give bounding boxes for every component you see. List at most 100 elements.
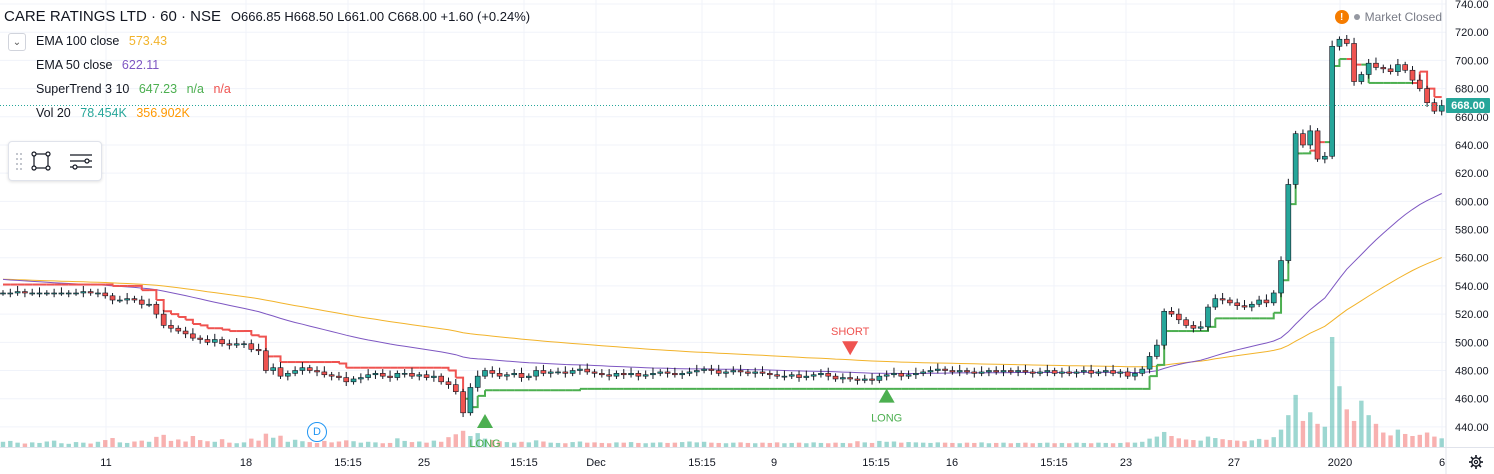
indicator-value: 573.43 xyxy=(128,34,168,48)
volume-bar xyxy=(329,442,334,447)
volume-bar xyxy=(1154,436,1160,447)
time-tick-label: 23 xyxy=(1120,457,1132,469)
indicator-ema50[interactable]: EMA 50 close 622.11 xyxy=(36,58,159,72)
status-dot-icon xyxy=(1353,14,1360,20)
volume-bar xyxy=(1147,438,1152,447)
candle-body xyxy=(1241,305,1248,308)
candle-body xyxy=(80,291,87,294)
volume-bar xyxy=(1424,432,1430,447)
volume-bar xyxy=(387,442,393,447)
indicator-supertrend[interactable]: SuperTrend 3 10 647.23 n/a n/a xyxy=(36,82,231,96)
volume-bar xyxy=(1278,429,1284,447)
volume-bar xyxy=(1439,438,1444,447)
supertrend-segment xyxy=(1142,376,1151,390)
price-tick-label: 620.00 xyxy=(1455,168,1489,180)
legend-collapse-button[interactable]: ⌄ xyxy=(8,33,26,51)
supertrend-segment xyxy=(156,299,165,312)
candle-body xyxy=(175,327,182,332)
volume-bar xyxy=(512,442,517,447)
volume-bar xyxy=(95,441,101,447)
volume-bar xyxy=(541,441,546,447)
volume-bar xyxy=(146,441,152,447)
candle-body xyxy=(1438,105,1445,112)
volume-bar xyxy=(402,440,407,447)
time-tick-label: 15:15 xyxy=(1040,457,1068,469)
volume-bar xyxy=(1315,423,1320,447)
volume-bar xyxy=(606,443,612,447)
candle-body xyxy=(58,292,65,295)
candle-body xyxy=(117,299,123,302)
candle-body xyxy=(153,303,160,315)
volume-bar xyxy=(928,442,933,447)
candle-body xyxy=(993,370,1000,373)
candle-body xyxy=(131,298,138,301)
candle-body xyxy=(949,370,956,373)
time-tick-label: 9 xyxy=(771,457,777,469)
candle-body xyxy=(708,368,715,371)
volume-bar xyxy=(1359,400,1364,447)
volume-bar xyxy=(161,434,166,447)
indicator-ema100[interactable]: EMA 100 close 573.43 xyxy=(36,34,167,48)
rectangle-tool-icon[interactable] xyxy=(27,147,55,175)
volume-bar xyxy=(344,440,349,447)
market-status[interactable]: ! Market Closed xyxy=(1334,10,1442,24)
volume-bar xyxy=(818,442,824,447)
volume-bar xyxy=(913,442,919,447)
volume-bar xyxy=(811,442,816,447)
candle-body xyxy=(182,330,189,335)
volume-bar xyxy=(227,442,232,447)
candle-body xyxy=(1190,325,1197,329)
dividend-marker[interactable]: D xyxy=(307,422,327,442)
volume-bar xyxy=(1242,441,1247,447)
volume-bar xyxy=(1205,436,1211,447)
volume-bar xyxy=(1395,429,1401,447)
candle-body xyxy=(1234,302,1241,306)
candle-body xyxy=(956,370,963,373)
supertrend-segment xyxy=(572,388,581,392)
volume-bar xyxy=(658,442,663,447)
volume-bar xyxy=(1052,443,1057,447)
volume-bar xyxy=(986,443,992,447)
volume-bar xyxy=(979,442,984,447)
candle-body xyxy=(1139,368,1146,374)
candle-body xyxy=(1146,356,1153,370)
volume-bar xyxy=(154,436,159,447)
candle-body xyxy=(51,292,57,295)
candle-body xyxy=(1212,298,1219,308)
object-tree-icon[interactable] xyxy=(67,147,95,175)
price-tick-label: 540.00 xyxy=(1455,281,1489,293)
supertrend-segment xyxy=(149,289,158,301)
volume-bar xyxy=(51,440,57,447)
drag-handle-icon[interactable] xyxy=(15,151,23,171)
long-signal-label: LONG xyxy=(871,413,902,425)
indicator-volume[interactable]: Vol 20 78.454K 356.902K xyxy=(36,106,190,120)
candle-body xyxy=(233,343,240,346)
volume-bar xyxy=(687,441,692,447)
gear-icon[interactable] xyxy=(1468,454,1484,470)
volume-bar xyxy=(482,438,488,447)
candle-body xyxy=(752,371,759,374)
candle-body xyxy=(285,373,291,377)
volume-bar xyxy=(1337,386,1342,447)
volume-bar xyxy=(1169,436,1174,447)
volume-bar xyxy=(249,438,254,447)
candle-body xyxy=(832,375,839,380)
volume-bar xyxy=(66,443,71,447)
volume-bar xyxy=(1388,435,1393,447)
volume-bar xyxy=(628,442,634,447)
candle-body xyxy=(87,291,94,294)
volume-bar xyxy=(1271,437,1276,447)
candle-body xyxy=(635,373,642,377)
symbol-header: CARE RATINGS LTD · 60 · NSE O666.85 H668… xyxy=(4,8,530,25)
volume-bar xyxy=(592,442,597,447)
volume-bar xyxy=(271,437,276,447)
candle-body xyxy=(723,371,729,374)
ema50-line xyxy=(2,193,1442,374)
volume-bar xyxy=(877,440,882,447)
supertrend-segment xyxy=(105,283,114,286)
candle-body xyxy=(102,292,109,297)
warning-icon[interactable]: ! xyxy=(1334,10,1349,24)
candle-body xyxy=(423,374,430,378)
price-tick-label: 520.00 xyxy=(1455,309,1489,321)
